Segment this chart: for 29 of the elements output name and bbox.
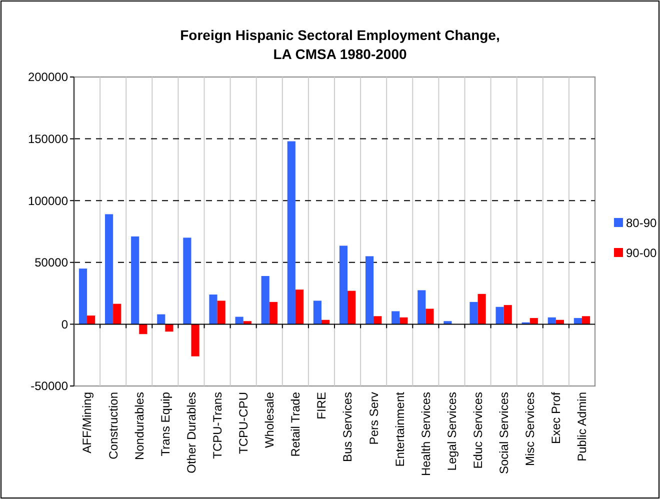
y-tick-label: 50000 xyxy=(34,256,68,270)
x-tick-label: Bus Services xyxy=(340,392,355,462)
x-tick-label: Construction xyxy=(106,392,120,460)
legend-label: 80-90 xyxy=(626,216,658,230)
y-tick-label: 0 xyxy=(61,317,68,332)
x-tick-label: Wholesale xyxy=(262,392,277,448)
x-tick-label: Exec Prof xyxy=(549,391,564,444)
x-tick-label: Pers Serv xyxy=(366,392,381,445)
x-tick-label: Misc Services xyxy=(523,392,538,466)
x-tick-label: AFF/Mining xyxy=(80,392,94,454)
y-tick-label: -50000 xyxy=(30,379,68,394)
x-tick-label: FIRE xyxy=(314,392,329,420)
y-tick-label: 100000 xyxy=(28,194,68,208)
x-tick-label: Legal Services xyxy=(444,392,459,471)
x-tick-label: Trans Equip xyxy=(158,392,172,456)
y-tick-label: 150000 xyxy=(28,132,68,146)
chart-title: Foreign Hispanic Sectoral Employment Change, LA CMSA 1980-2000 xyxy=(180,27,500,62)
x-tick-label: Entertainment xyxy=(392,391,407,467)
x-tick-label: TCPU-CPU xyxy=(236,392,251,454)
x-tick-label: Other Durables xyxy=(184,392,198,474)
x-tick-label: Nondurables xyxy=(132,392,146,460)
x-tick-label: Health Services xyxy=(418,392,433,476)
x-tick-label: Social Services xyxy=(497,392,512,474)
x-tick-label: Educ Services xyxy=(470,392,485,469)
x-tick-label: Public Admin xyxy=(575,392,590,462)
x-tick-label: TCPU-Trans xyxy=(210,392,224,459)
x-tick-label: Retail Trade xyxy=(288,392,303,457)
y-tick-label: 200000 xyxy=(28,70,68,84)
legend-label: 90-00 xyxy=(626,246,658,260)
